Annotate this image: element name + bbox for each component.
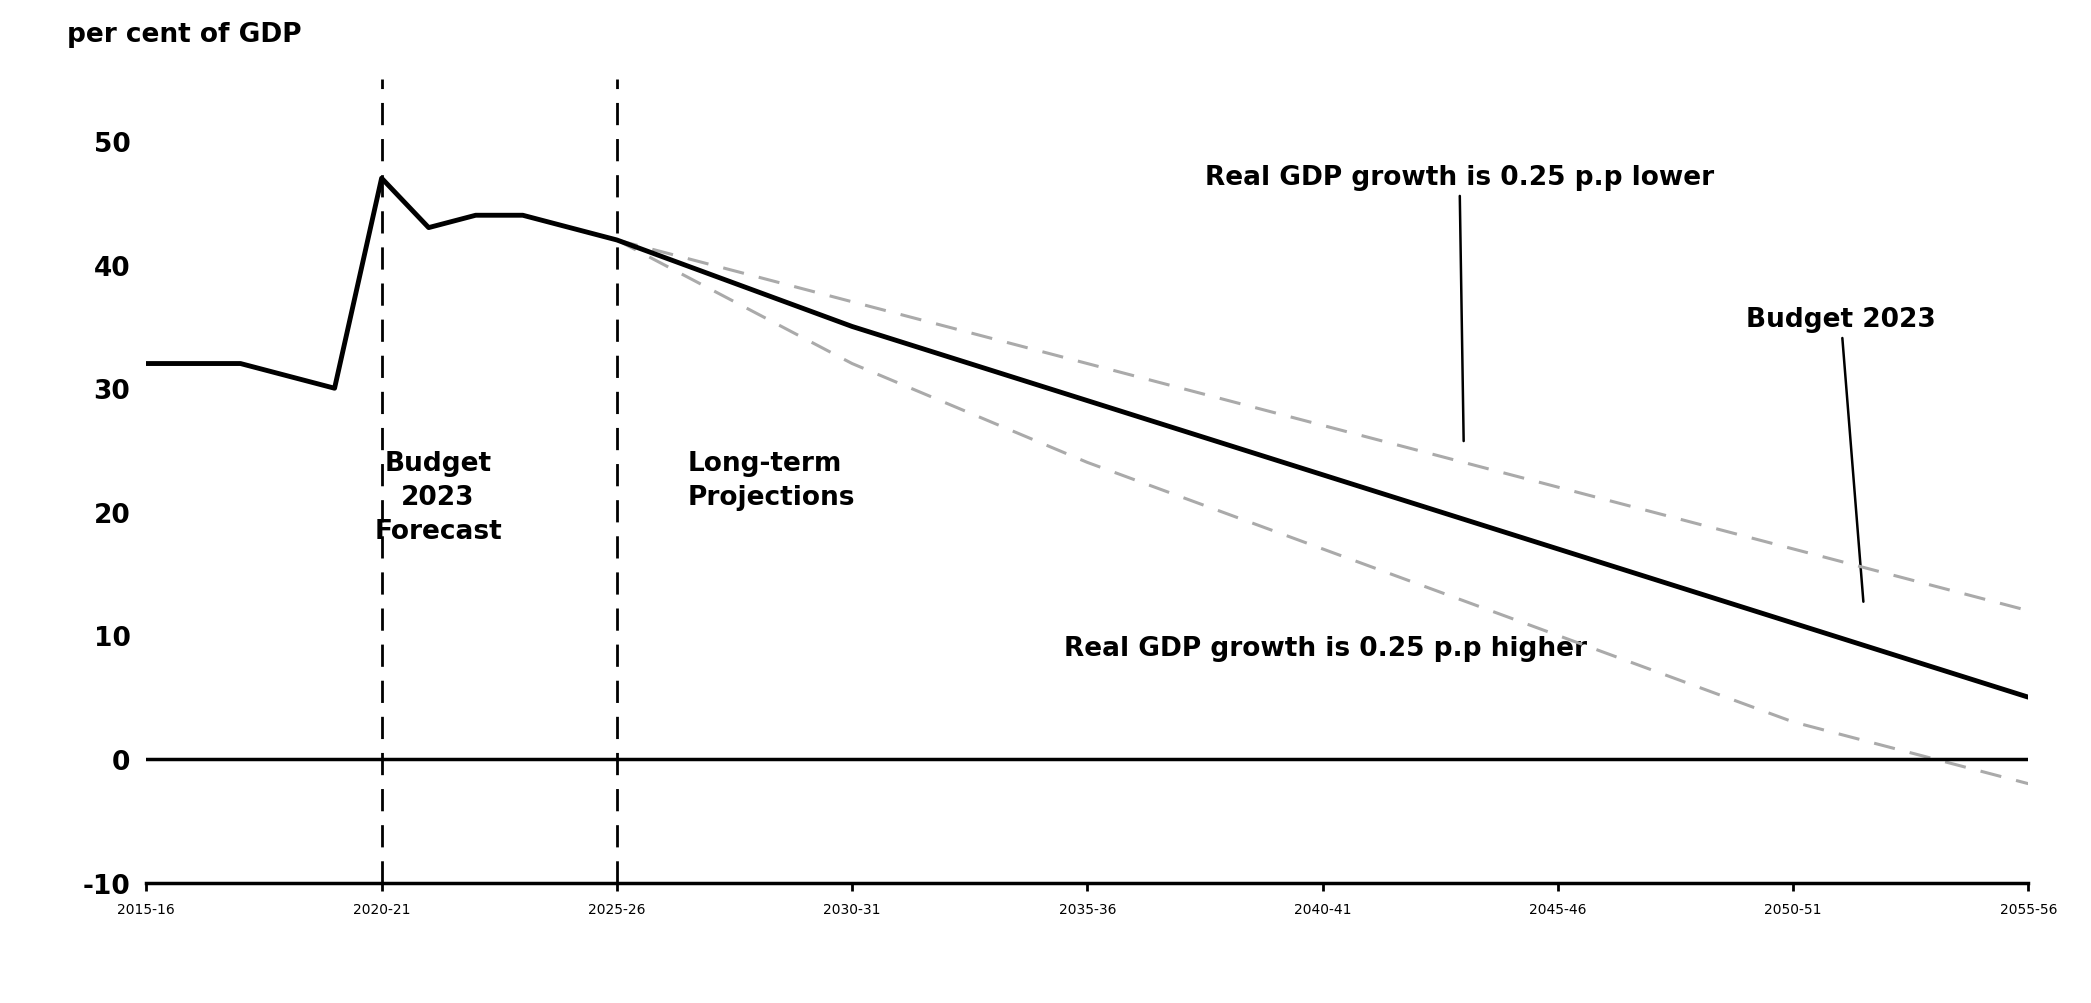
Text: Long-term
Projections: Long-term Projections bbox=[688, 450, 855, 511]
Text: per cent of GDP: per cent of GDP bbox=[67, 22, 301, 48]
Text: Real GDP growth is 0.25 p.p higher: Real GDP growth is 0.25 p.p higher bbox=[1064, 635, 1587, 661]
Text: Real GDP growth is 0.25 p.p lower: Real GDP growth is 0.25 p.p lower bbox=[1204, 165, 1715, 441]
Text: Budget
2023
Forecast: Budget 2023 Forecast bbox=[374, 450, 502, 545]
Text: Budget 2023: Budget 2023 bbox=[1746, 307, 1936, 602]
